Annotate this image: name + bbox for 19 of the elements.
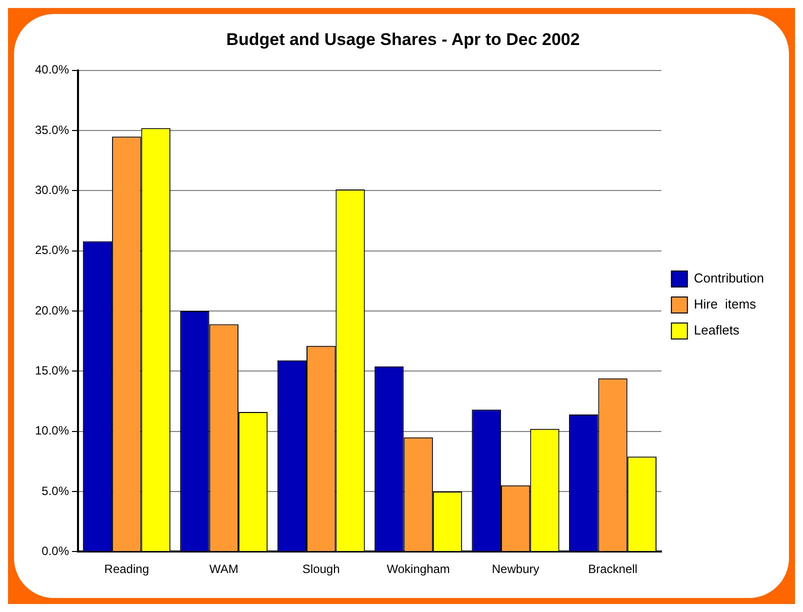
x-tick-label: Wokingham	[386, 562, 450, 576]
y-tick-label: 10.0%	[34, 424, 70, 438]
legend-label: Hire items	[694, 296, 757, 312]
x-tick-label: Newbury	[492, 562, 540, 576]
y-tick-label: 35.0%	[34, 122, 70, 137]
x-tick-label: WAM	[209, 562, 238, 576]
legend-label: Contribution	[694, 270, 764, 286]
x-tick-label: Bracknell	[588, 562, 638, 576]
y-tick-label: 15.0%	[34, 363, 70, 378]
x-tick-label: Reading	[104, 562, 149, 576]
y-tick-label: 20.0%	[34, 303, 70, 318]
legend-label: Leaflets	[694, 322, 740, 338]
y-tick-label: 0.0%	[42, 544, 70, 558]
y-tick-label: 25.0%	[34, 243, 70, 258]
y-tick-label: 40.0%	[34, 62, 70, 77]
y-tick-label: 30.0%	[34, 183, 70, 198]
chart-title: Budget and Usage Shares - Apr to Dec 2002	[226, 30, 580, 49]
y-tick-label: 5.0%	[42, 484, 70, 498]
x-tick-label: Slough	[302, 562, 340, 576]
